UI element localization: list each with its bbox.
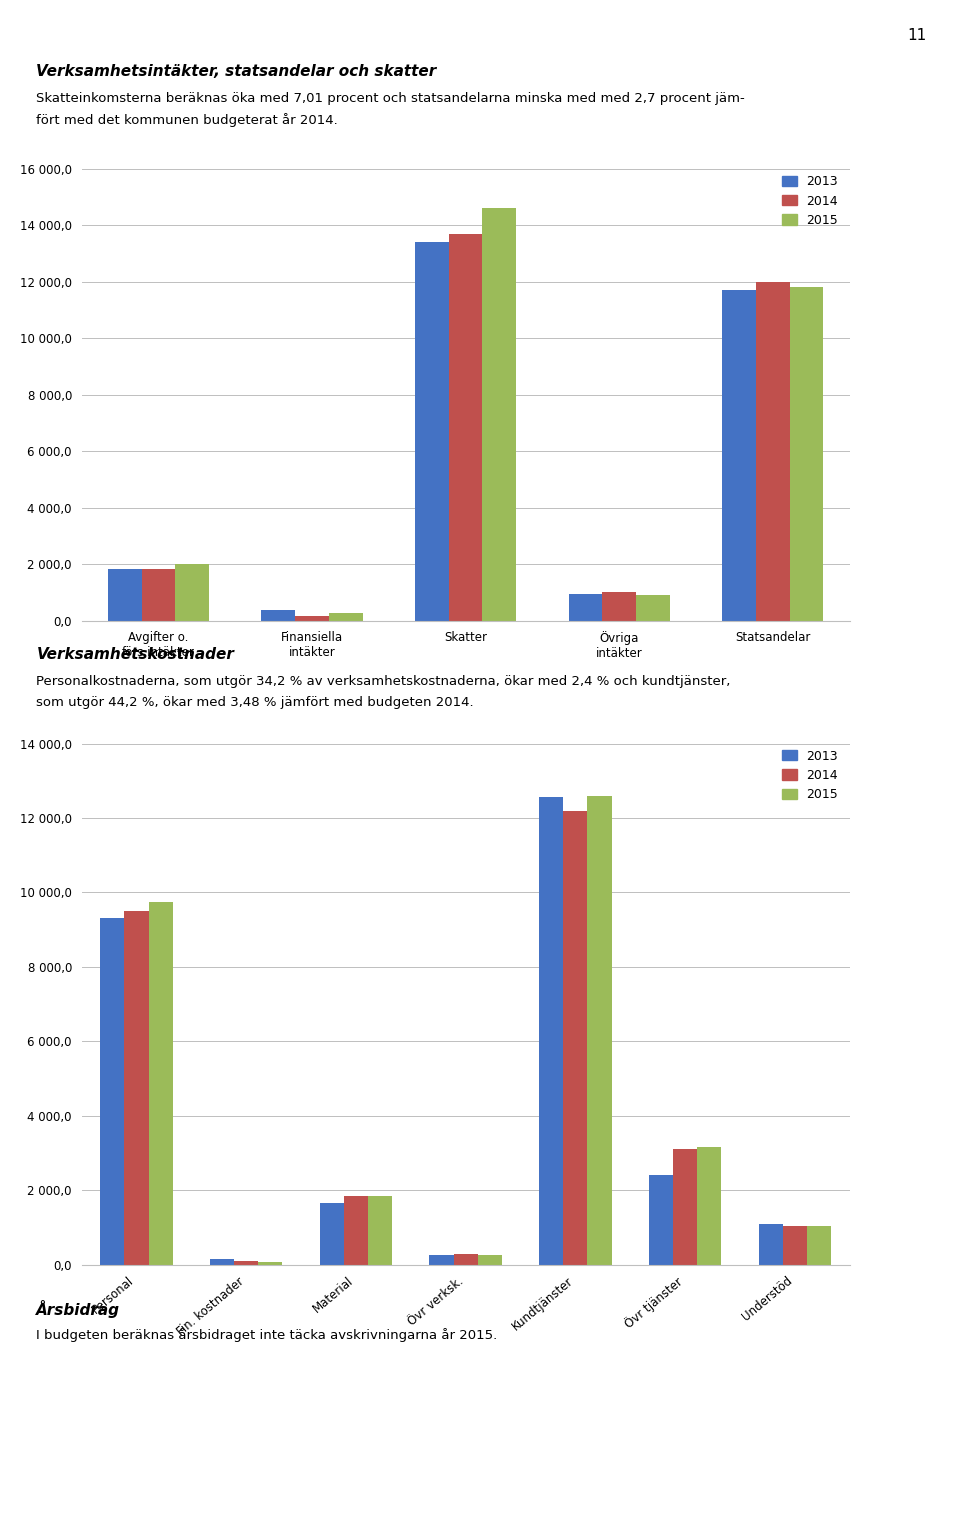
Bar: [234, 1262, 258, 1265]
Legend: 2013, 2014, 2015: 2013, 2014, 2015: [777, 170, 843, 231]
Bar: [483, 208, 516, 621]
Bar: [478, 1256, 502, 1265]
Bar: [141, 569, 176, 621]
Text: som utgör 44,2 %, ökar med 3,48 % jämfört med budgeten 2014.: som utgör 44,2 %, ökar med 3,48 % jämför…: [36, 696, 474, 708]
Legend: 2013, 2014, 2015: 2013, 2014, 2015: [777, 745, 843, 806]
Bar: [149, 901, 173, 1265]
Bar: [368, 1196, 392, 1265]
Text: fört med det kommunen budgeterat år 2014.: fört med det kommunen budgeterat år 2014…: [36, 113, 338, 127]
Bar: [448, 233, 483, 621]
Bar: [756, 282, 790, 621]
Bar: [295, 616, 329, 621]
Bar: [329, 613, 363, 621]
Bar: [176, 564, 209, 621]
Text: Verksamhetsintäkter, statsandelar och skatter: Verksamhetsintäkter, statsandelar och sk…: [36, 64, 437, 80]
Bar: [210, 1259, 234, 1265]
Text: Årsbidrag: Årsbidrag: [36, 1300, 121, 1318]
Bar: [722, 290, 756, 621]
Bar: [649, 1176, 673, 1265]
Bar: [636, 595, 670, 621]
Bar: [453, 1254, 478, 1265]
Text: Personalkostnaderna, som utgör 34,2 % av verksamhetskostnaderna, ökar med 2,4 % : Personalkostnaderna, som utgör 34,2 % av…: [36, 675, 731, 687]
Bar: [429, 1256, 453, 1265]
Bar: [697, 1147, 721, 1265]
Text: Verksamhetskostnader: Verksamhetskostnader: [36, 647, 234, 662]
Bar: [100, 918, 125, 1265]
Bar: [588, 796, 612, 1265]
Bar: [564, 811, 588, 1265]
Bar: [540, 797, 564, 1265]
Bar: [258, 1262, 282, 1265]
Text: I budgeten beräknas årsbidraget inte täcka avskrivningarna år 2015.: I budgeten beräknas årsbidraget inte täc…: [36, 1328, 497, 1341]
Bar: [782, 1226, 806, 1265]
Bar: [790, 287, 824, 621]
Bar: [415, 242, 448, 621]
Bar: [758, 1223, 782, 1265]
Bar: [125, 911, 149, 1265]
Text: Skatteinkomsterna beräknas öka med 7,01 procent och statsandelarna minska med me: Skatteinkomsterna beräknas öka med 7,01 …: [36, 92, 745, 104]
Bar: [568, 593, 602, 621]
Bar: [344, 1196, 368, 1265]
Bar: [806, 1226, 831, 1265]
Bar: [602, 592, 636, 621]
Bar: [320, 1203, 344, 1265]
Bar: [108, 569, 141, 621]
Bar: [261, 610, 295, 621]
Bar: [673, 1150, 697, 1265]
Text: 11: 11: [907, 28, 926, 43]
